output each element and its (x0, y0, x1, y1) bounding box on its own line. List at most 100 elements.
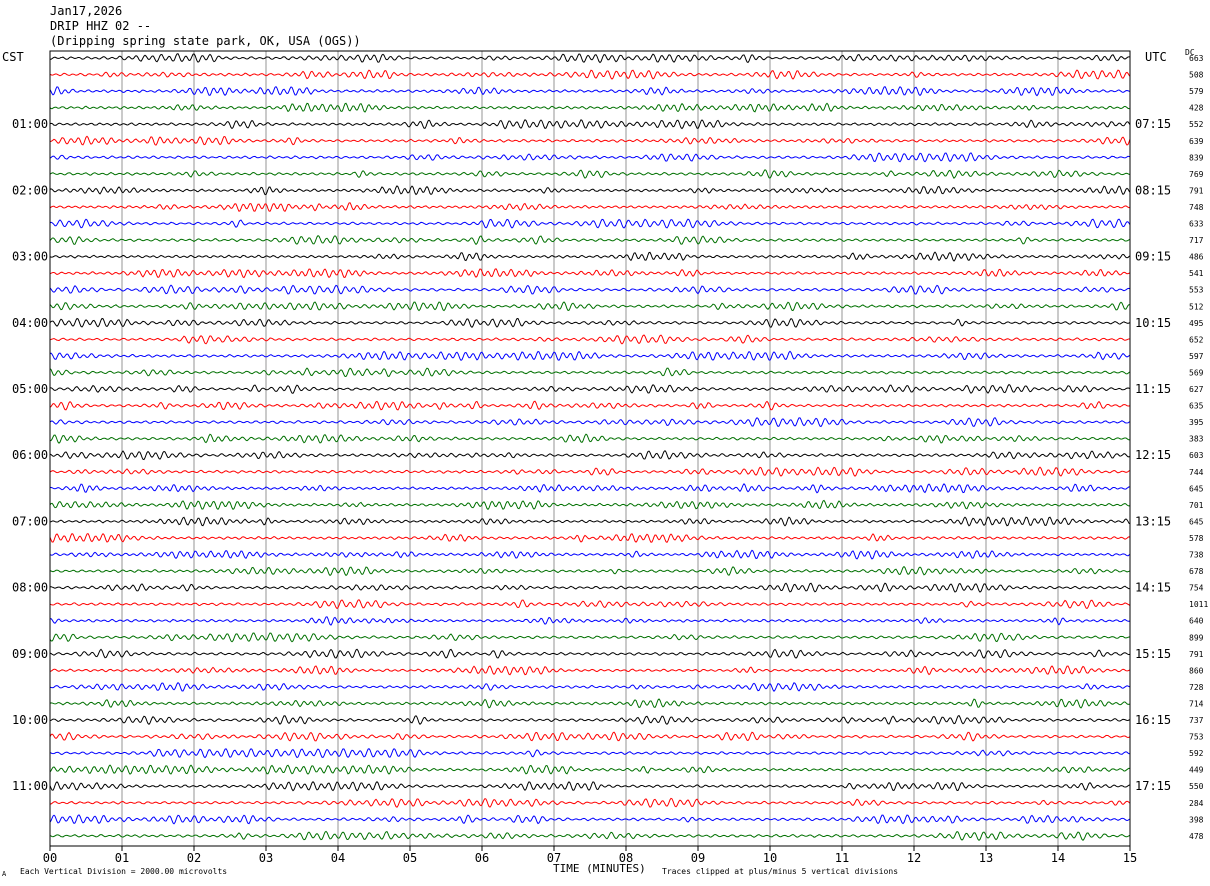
dc-offset-value: 597 (1189, 352, 1204, 361)
right-hour-label: 17:15 (1135, 779, 1171, 793)
seismic-trace (49, 152, 1131, 163)
dc-offset-value: 633 (1189, 220, 1204, 229)
dc-offset-value: 569 (1189, 368, 1204, 377)
x-tick-label: 02 (187, 851, 201, 865)
seismic-trace (49, 235, 1131, 246)
seismic-trace (49, 119, 1131, 130)
seismic-trace (49, 747, 1131, 759)
x-tick-label: 07 (547, 851, 561, 865)
seismic-trace (49, 616, 1131, 626)
grid-layer (121, 51, 1059, 846)
seismic-trace (49, 814, 1131, 825)
seismic-trace (49, 450, 1131, 461)
x-tick-label: 04 (331, 851, 345, 865)
dc-offset-value: 728 (1189, 683, 1204, 692)
dc-offset-value: 592 (1189, 749, 1204, 758)
dc-offset-value: 645 (1189, 484, 1204, 493)
seismic-trace (49, 284, 1131, 295)
scale-note: Each Vertical Division = 2000.00 microvo… (20, 867, 228, 876)
right-hour-label: 11:15 (1135, 382, 1171, 396)
seismic-trace (49, 367, 1131, 378)
dc-offset-value: 717 (1189, 236, 1204, 245)
right-hour-label: 13:15 (1135, 514, 1171, 528)
dc-offset-value: 1011 (1189, 600, 1208, 609)
x-tick-label: 15 (1123, 851, 1137, 865)
dc-offset-value: 398 (1189, 815, 1204, 824)
dc-offset-value: 512 (1189, 302, 1204, 311)
left-hour-label: 03:00 (12, 250, 48, 264)
right-hour-label: 12:15 (1135, 448, 1171, 462)
dc-offset-value: 645 (1189, 517, 1204, 526)
seismic-trace (49, 797, 1131, 808)
dc-offset-value: 508 (1189, 71, 1204, 80)
dc-offset-value: 553 (1189, 286, 1204, 295)
seismic-trace (49, 251, 1131, 262)
dc-offset-value: 791 (1189, 186, 1204, 195)
x-tick-label: 05 (403, 851, 417, 865)
seismic-trace (49, 102, 1131, 113)
dc-offset-value: 541 (1189, 269, 1204, 278)
seismic-trace (49, 383, 1131, 394)
corner-mark: A (2, 870, 7, 878)
x-tick-label: 09 (691, 851, 705, 865)
dc-offset-value: 860 (1189, 666, 1204, 675)
x-tick-label: 08 (619, 851, 633, 865)
x-tick-label: 12 (907, 851, 921, 865)
right-hour-label: 10:15 (1135, 316, 1171, 330)
right-hour-label: 07:15 (1135, 117, 1171, 131)
dc-offset-value: 791 (1189, 650, 1204, 659)
x-tick-label: 01 (115, 851, 129, 865)
dc-offset-value: 839 (1189, 153, 1204, 162)
trace-layer (49, 53, 1131, 842)
right-timezone-label: UTC (1145, 50, 1167, 64)
dc-offset-value: 753 (1189, 733, 1204, 742)
left-hour-label: 09:00 (12, 647, 48, 661)
seismic-trace (49, 764, 1131, 775)
station-code: DRIP HHZ 02 -- (50, 19, 152, 33)
x-tick-label: 10 (763, 851, 777, 865)
left-timezone-label: CST (2, 50, 24, 64)
dc-offset-value: 678 (1189, 567, 1204, 576)
dc-offset-value: 744 (1189, 468, 1204, 477)
seismic-trace (49, 466, 1131, 477)
seismic-trace (49, 202, 1131, 213)
dc-offset-value: 639 (1189, 137, 1204, 146)
seismic-trace (49, 565, 1131, 577)
left-hour-label: 08:00 (12, 581, 48, 595)
left-hour-label: 05:00 (12, 382, 48, 396)
x-tick-label: 11 (835, 851, 849, 865)
seismic-trace (49, 714, 1131, 726)
left-hour-label: 02:00 (12, 183, 48, 197)
dc-offset-header: DC (1185, 48, 1195, 57)
seismic-trace (49, 53, 1131, 64)
dc-offset-value: 769 (1189, 170, 1204, 179)
dc-offset-value: 748 (1189, 203, 1204, 212)
seismic-trace (49, 317, 1131, 328)
dc-offset-value: 663 (1189, 54, 1204, 63)
seismic-trace (49, 400, 1131, 411)
dc-offset-value: 754 (1189, 584, 1204, 593)
dc-offset-value: 495 (1189, 319, 1204, 328)
plot-date: Jan17,2026 (50, 4, 123, 18)
right-hour-label: 08:15 (1135, 183, 1171, 197)
seismic-trace (49, 599, 1131, 610)
dc-offset-value: 652 (1189, 335, 1204, 344)
station-location: (Dripping spring state park, OK, USA (OG… (50, 34, 361, 48)
seismic-trace (49, 632, 1131, 643)
label-layer: 00 01 02 03 04 05 06 07 08 09 10 11 12 13 14 1566350857… (12, 54, 1208, 865)
seismic-trace (49, 433, 1131, 444)
seismic-trace (49, 499, 1131, 511)
x-tick-label: 06 (475, 851, 489, 865)
dc-offset-value: 428 (1189, 104, 1204, 113)
seismic-trace (49, 169, 1131, 179)
right-hour-label: 16:15 (1135, 713, 1171, 727)
dc-offset-value: 635 (1189, 402, 1204, 411)
seismic-trace (49, 731, 1131, 742)
left-hour-label: 07:00 (12, 514, 48, 528)
dc-offset-value: 552 (1189, 120, 1204, 129)
left-hour-label: 06:00 (12, 448, 48, 462)
dc-offset-value: 550 (1189, 782, 1204, 791)
seismic-trace (49, 301, 1131, 312)
right-hour-label: 09:15 (1135, 250, 1171, 264)
